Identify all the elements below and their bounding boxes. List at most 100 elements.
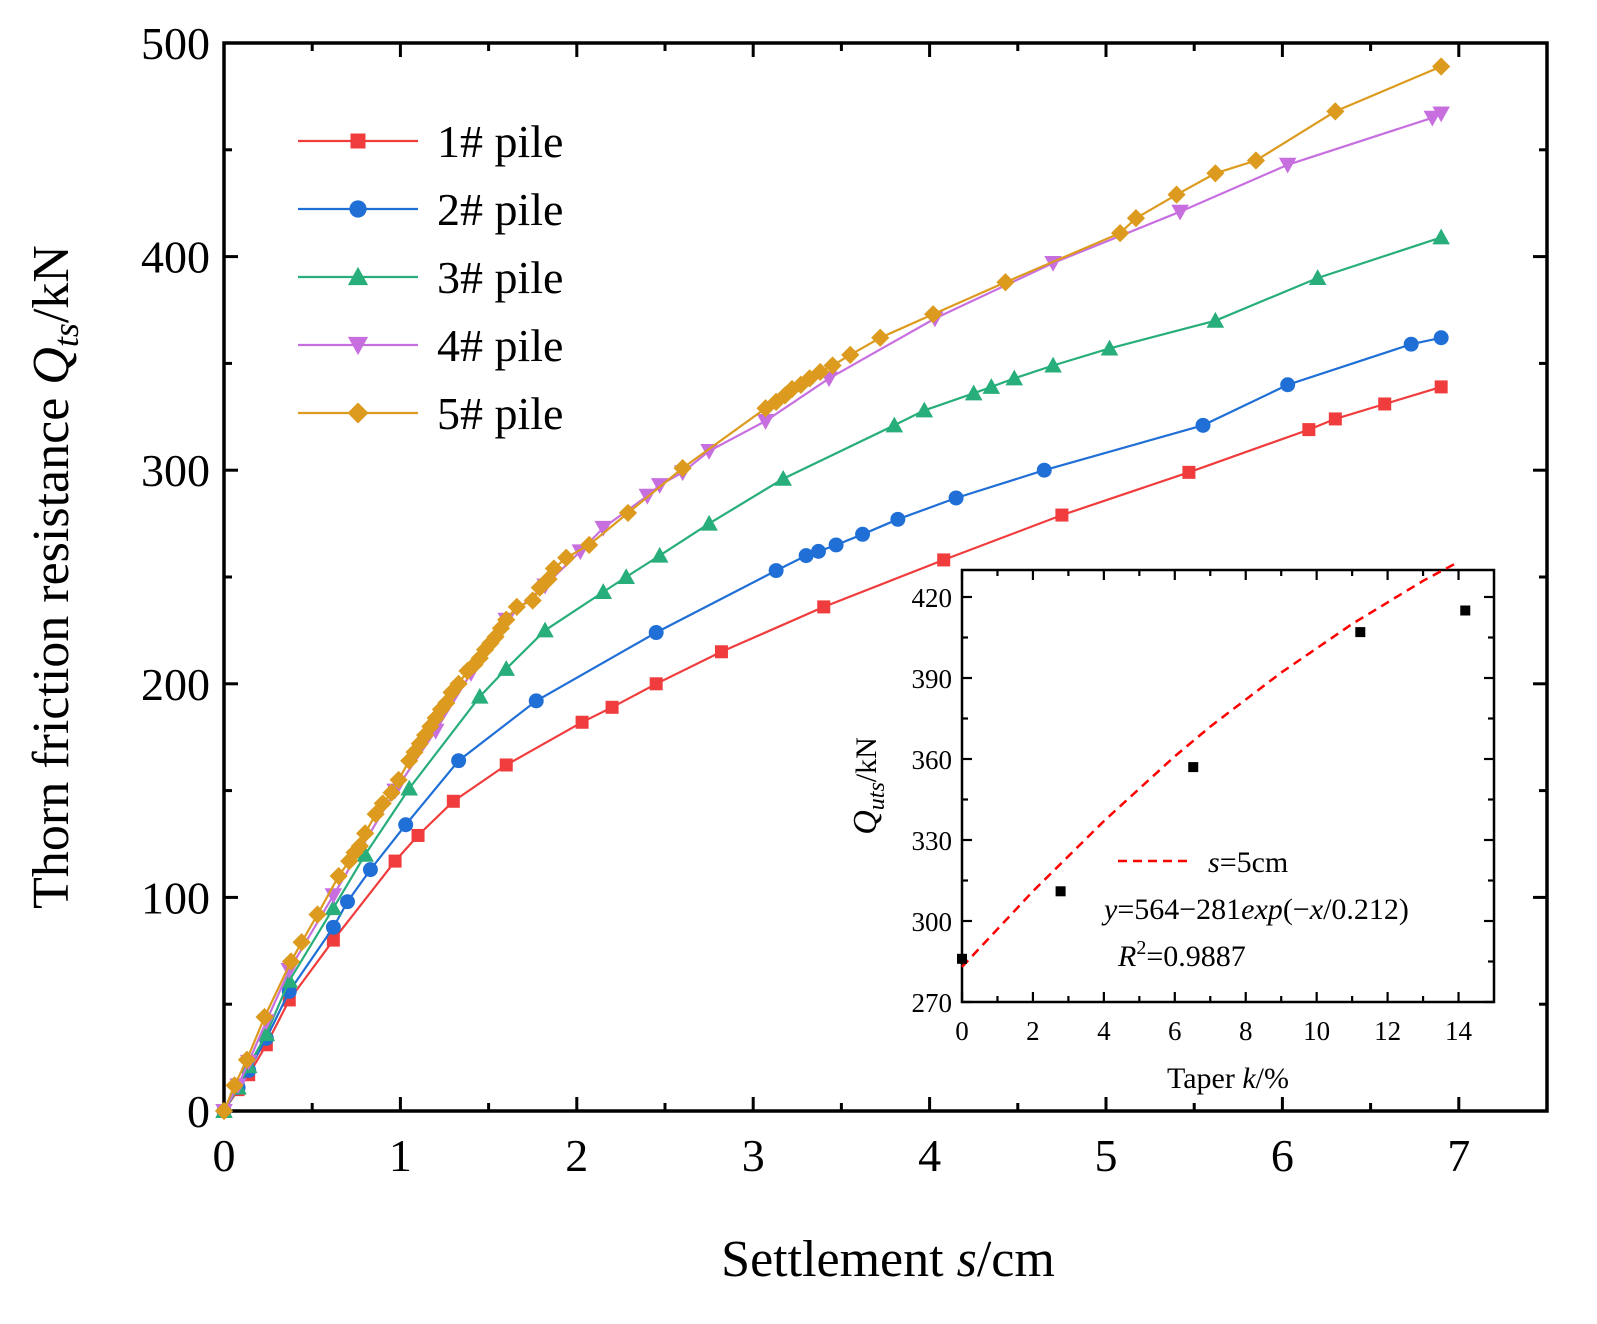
series-5-point xyxy=(415,725,435,745)
series-5-point xyxy=(214,1101,234,1121)
series-5-point xyxy=(523,591,542,610)
series-1-point xyxy=(388,854,402,868)
legend-label: 2# pile xyxy=(437,184,563,235)
series-5-point xyxy=(465,655,484,674)
inset-y-axis-title: Quts/kN xyxy=(847,737,890,835)
main-x-axis-title: Settlement s/cm xyxy=(721,1231,1055,1288)
series-5-point xyxy=(782,379,802,399)
series-5-point xyxy=(366,804,385,824)
series-3-point xyxy=(964,384,983,401)
legend-label: 4# pile xyxy=(437,320,563,371)
inset-x-tick-label: 12 xyxy=(1374,1016,1401,1046)
series-3-point xyxy=(1044,356,1062,373)
series-5-point xyxy=(580,535,599,555)
series-5-point xyxy=(437,693,456,713)
legend-marker xyxy=(347,266,369,286)
series-5-point xyxy=(431,700,451,719)
inset-x-tick-label: 8 xyxy=(1239,1016,1253,1046)
series-5-point xyxy=(871,328,890,347)
series-2-point xyxy=(1036,462,1052,478)
main-x-tick-label: 1 xyxy=(389,1130,412,1181)
series-4-point xyxy=(1171,204,1189,221)
main-y-tick-label: 200 xyxy=(141,659,210,710)
series-3-point xyxy=(915,401,934,418)
series-3-point xyxy=(471,687,489,704)
series-3-point xyxy=(650,546,669,563)
inset-x-tick-label: 14 xyxy=(1445,1016,1473,1046)
inset-data-point xyxy=(1188,762,1199,773)
inset-y-tick-label: 330 xyxy=(912,826,953,856)
legend-label: 5# pile xyxy=(437,388,563,439)
series-2-line xyxy=(223,336,1442,1112)
series-5-point xyxy=(924,305,943,324)
series-5-point xyxy=(225,1076,244,1095)
inset-legend-fit-label: s=5cm xyxy=(1208,846,1288,879)
series-3-point xyxy=(982,378,1001,394)
series-5-point xyxy=(308,905,327,924)
series-5-point xyxy=(539,570,558,589)
series-2-point xyxy=(855,526,871,542)
series-2-point xyxy=(810,543,826,559)
main-series-group xyxy=(214,57,1451,1121)
series-1-point xyxy=(605,700,619,714)
series-2-point xyxy=(1403,336,1419,352)
series-4-point xyxy=(1432,106,1450,123)
series-3-point xyxy=(280,971,299,988)
series-5-point xyxy=(673,458,692,478)
series-5-point xyxy=(767,392,786,411)
series-2-point xyxy=(828,537,844,553)
series-3-line xyxy=(223,236,1442,1112)
main-x-tick-label: 5 xyxy=(1095,1130,1118,1181)
series-5-pile xyxy=(214,57,1451,1121)
inset-data-point xyxy=(957,953,967,964)
main-x-tick-label: 6 xyxy=(1271,1130,1294,1181)
series-5-point xyxy=(329,866,348,886)
series-1-point xyxy=(575,715,589,729)
main-x-tick-label: 0 xyxy=(213,1130,236,1181)
inset-data-point xyxy=(1055,886,1066,897)
main-x-tick-label: 7 xyxy=(1447,1130,1470,1181)
series-2-point xyxy=(451,753,467,769)
inset-fit-group xyxy=(961,560,1460,968)
series-1-point xyxy=(411,828,425,842)
series-2-point xyxy=(1280,377,1296,393)
inset-fit-equation: y=564−281exp(−x/0.212) xyxy=(1101,893,1409,926)
series-5-point xyxy=(470,649,489,668)
series-5-point xyxy=(345,843,364,862)
main-y-tick-label: 500 xyxy=(141,18,210,69)
series-4-point xyxy=(1278,157,1297,174)
series-2-point xyxy=(362,862,378,878)
legend-marker xyxy=(349,200,367,218)
legend-item-3: 3# pile xyxy=(298,252,563,303)
series-5-point xyxy=(400,751,419,770)
inset-data-point xyxy=(1355,627,1366,638)
series-5-point xyxy=(841,345,860,364)
series-1-point xyxy=(937,553,951,567)
series-5-point xyxy=(449,674,468,693)
series-3-point xyxy=(1432,228,1450,245)
series-3-point xyxy=(257,1025,276,1042)
legend-label: 3# pile xyxy=(437,252,563,303)
inset-y-tick-label: 360 xyxy=(912,745,953,775)
legend-item-1: 1# pile xyxy=(298,116,563,167)
series-5-point xyxy=(237,1050,257,1069)
inset-x-tick-label: 0 xyxy=(955,1016,969,1046)
series-3-point xyxy=(594,583,613,599)
series-5-point xyxy=(756,399,775,418)
series-5-point xyxy=(281,952,301,971)
legend-marker xyxy=(347,336,369,356)
series-5-point xyxy=(475,640,495,659)
series-5-point xyxy=(356,824,375,843)
series-1-point xyxy=(1378,397,1392,411)
series-1-point xyxy=(1328,412,1342,426)
series-2-point xyxy=(648,625,664,641)
legend-marker xyxy=(350,133,366,149)
series-5-point xyxy=(507,597,526,617)
legend-label: 1# pile xyxy=(437,116,563,167)
series-2-point xyxy=(528,693,544,709)
inset-r-squared: R2=0.9887 xyxy=(1117,937,1246,973)
series-2-point xyxy=(1433,330,1449,346)
